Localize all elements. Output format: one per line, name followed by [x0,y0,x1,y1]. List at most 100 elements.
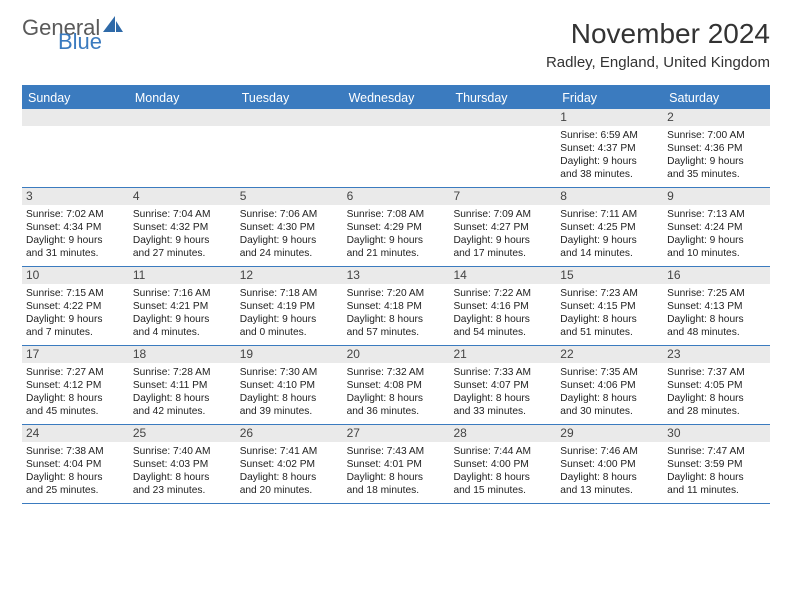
cell-body: Sunrise: 7:44 AMSunset: 4:00 PMDaylight:… [449,442,556,501]
calendar-cell: 8Sunrise: 7:11 AMSunset: 4:25 PMDaylight… [556,188,663,266]
cell-line: Daylight: 8 hours [453,392,552,405]
calendar-cell: 22Sunrise: 7:35 AMSunset: 4:06 PMDayligh… [556,346,663,424]
calendar-cell [129,109,236,187]
cell-body [449,126,556,184]
cell-line: Sunset: 4:37 PM [560,142,659,155]
cell-line: and 14 minutes. [560,247,659,260]
calendar-cell [449,109,556,187]
cell-line: Sunset: 4:15 PM [560,300,659,313]
dow-saturday: Saturday [663,87,770,109]
day-number: 28 [449,425,556,442]
cell-line: Daylight: 8 hours [26,392,125,405]
day-number [343,109,450,126]
day-number: 5 [236,188,343,205]
cell-body: Sunrise: 7:18 AMSunset: 4:19 PMDaylight:… [236,284,343,343]
brand-text-b: Blue [58,32,124,52]
day-number: 26 [236,425,343,442]
cell-line: Sunrise: 7:37 AM [667,366,766,379]
day-number: 15 [556,267,663,284]
cell-line: Sunset: 4:11 PM [133,379,232,392]
calendar-cell: 23Sunrise: 7:37 AMSunset: 4:05 PMDayligh… [663,346,770,424]
cell-line: and 11 minutes. [667,484,766,497]
cell-line: and 23 minutes. [133,484,232,497]
cell-line: Sunset: 4:19 PM [240,300,339,313]
month-title: November 2024 [546,18,770,50]
calendar-cell: 24Sunrise: 7:38 AMSunset: 4:04 PMDayligh… [22,425,129,503]
cell-line: Sunset: 4:34 PM [26,221,125,234]
cell-line: Sunset: 4:07 PM [453,379,552,392]
cell-line: Daylight: 8 hours [133,471,232,484]
day-number: 19 [236,346,343,363]
cell-line: and 48 minutes. [667,326,766,339]
cell-line: and 42 minutes. [133,405,232,418]
calendar-cell [236,109,343,187]
cell-line: Daylight: 9 hours [347,234,446,247]
cell-line: Sunrise: 7:27 AM [26,366,125,379]
day-number: 17 [22,346,129,363]
calendar-cell: 20Sunrise: 7:32 AMSunset: 4:08 PMDayligh… [343,346,450,424]
cell-line: and 33 minutes. [453,405,552,418]
day-number: 10 [22,267,129,284]
calendar-cell: 5Sunrise: 7:06 AMSunset: 4:30 PMDaylight… [236,188,343,266]
cell-line: Daylight: 9 hours [133,234,232,247]
cell-line: Sunset: 4:03 PM [133,458,232,471]
cell-line: and 28 minutes. [667,405,766,418]
cell-line: Sunset: 4:00 PM [453,458,552,471]
cell-line: Sunset: 4:04 PM [26,458,125,471]
day-number: 14 [449,267,556,284]
day-number: 12 [236,267,343,284]
cell-line: Sunset: 4:05 PM [667,379,766,392]
cell-line: Sunset: 4:12 PM [26,379,125,392]
cell-line: Daylight: 8 hours [240,471,339,484]
cell-line: Daylight: 9 hours [667,155,766,168]
calendar-cell: 6Sunrise: 7:08 AMSunset: 4:29 PMDaylight… [343,188,450,266]
cell-body: Sunrise: 7:11 AMSunset: 4:25 PMDaylight:… [556,205,663,264]
cell-line: Sunrise: 7:15 AM [26,287,125,300]
day-number [236,109,343,126]
cell-body [236,126,343,184]
dow-thursday: Thursday [449,87,556,109]
cell-line: Sunrise: 7:13 AM [667,208,766,221]
cell-line: Daylight: 8 hours [347,471,446,484]
calendar-cell: 19Sunrise: 7:30 AMSunset: 4:10 PMDayligh… [236,346,343,424]
cell-line: Sunset: 4:22 PM [26,300,125,313]
day-number [22,109,129,126]
calendar-cell: 30Sunrise: 7:47 AMSunset: 3:59 PMDayligh… [663,425,770,503]
day-number: 8 [556,188,663,205]
cell-line: and 13 minutes. [560,484,659,497]
calendar-cell: 25Sunrise: 7:40 AMSunset: 4:03 PMDayligh… [129,425,236,503]
cell-body: Sunrise: 7:28 AMSunset: 4:11 PMDaylight:… [129,363,236,422]
day-number: 11 [129,267,236,284]
cell-line: Sunset: 4:00 PM [560,458,659,471]
dow-tuesday: Tuesday [236,87,343,109]
title-block: November 2024 Radley, England, United Ki… [546,18,770,71]
day-number: 13 [343,267,450,284]
dow-sunday: Sunday [22,87,129,109]
cell-line: Sunrise: 7:43 AM [347,445,446,458]
cell-body [22,126,129,184]
day-number: 30 [663,425,770,442]
cell-body: Sunrise: 7:37 AMSunset: 4:05 PMDaylight:… [663,363,770,422]
day-number: 21 [449,346,556,363]
calendar-cell [22,109,129,187]
calendar-cell: 9Sunrise: 7:13 AMSunset: 4:24 PMDaylight… [663,188,770,266]
cell-line: Daylight: 9 hours [560,234,659,247]
day-number: 3 [22,188,129,205]
cell-body: Sunrise: 7:00 AMSunset: 4:36 PMDaylight:… [663,126,770,185]
cell-line: and 24 minutes. [240,247,339,260]
cell-line: Sunset: 4:36 PM [667,142,766,155]
cell-line: Sunrise: 7:28 AM [133,366,232,379]
calendar-cell [343,109,450,187]
weeks-container: 1Sunrise: 6:59 AMSunset: 4:37 PMDaylight… [22,109,770,504]
cell-line: and 31 minutes. [26,247,125,260]
calendar-cell: 10Sunrise: 7:15 AMSunset: 4:22 PMDayligh… [22,267,129,345]
cell-line: and 57 minutes. [347,326,446,339]
cell-line: Sunset: 3:59 PM [667,458,766,471]
calendar-cell: 3Sunrise: 7:02 AMSunset: 4:34 PMDaylight… [22,188,129,266]
cell-line: Sunrise: 7:20 AM [347,287,446,300]
calendar-cell: 29Sunrise: 7:46 AMSunset: 4:00 PMDayligh… [556,425,663,503]
cell-line: Sunrise: 6:59 AM [560,129,659,142]
cell-line: Sunrise: 7:11 AM [560,208,659,221]
cell-line: and 18 minutes. [347,484,446,497]
cell-line: Sunrise: 7:41 AM [240,445,339,458]
